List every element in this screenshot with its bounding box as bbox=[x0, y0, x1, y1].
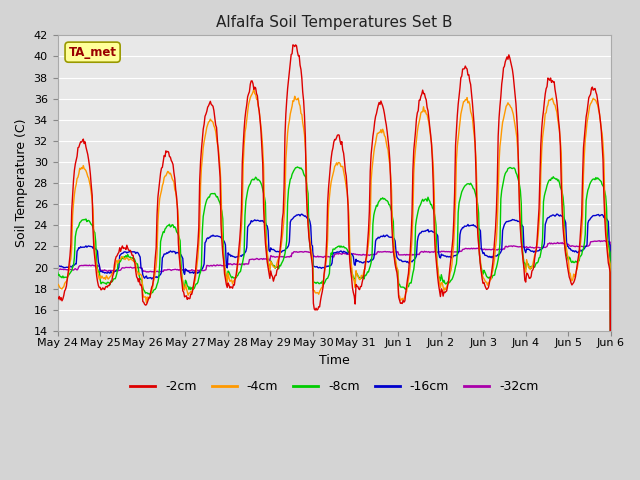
X-axis label: Time: Time bbox=[319, 354, 349, 367]
Legend: -2cm, -4cm, -8cm, -16cm, -32cm: -2cm, -4cm, -8cm, -16cm, -32cm bbox=[125, 375, 543, 398]
Title: Alfalfa Soil Temperatures Set B: Alfalfa Soil Temperatures Set B bbox=[216, 15, 452, 30]
Y-axis label: Soil Temperature (C): Soil Temperature (C) bbox=[15, 119, 28, 247]
Text: TA_met: TA_met bbox=[68, 46, 116, 59]
